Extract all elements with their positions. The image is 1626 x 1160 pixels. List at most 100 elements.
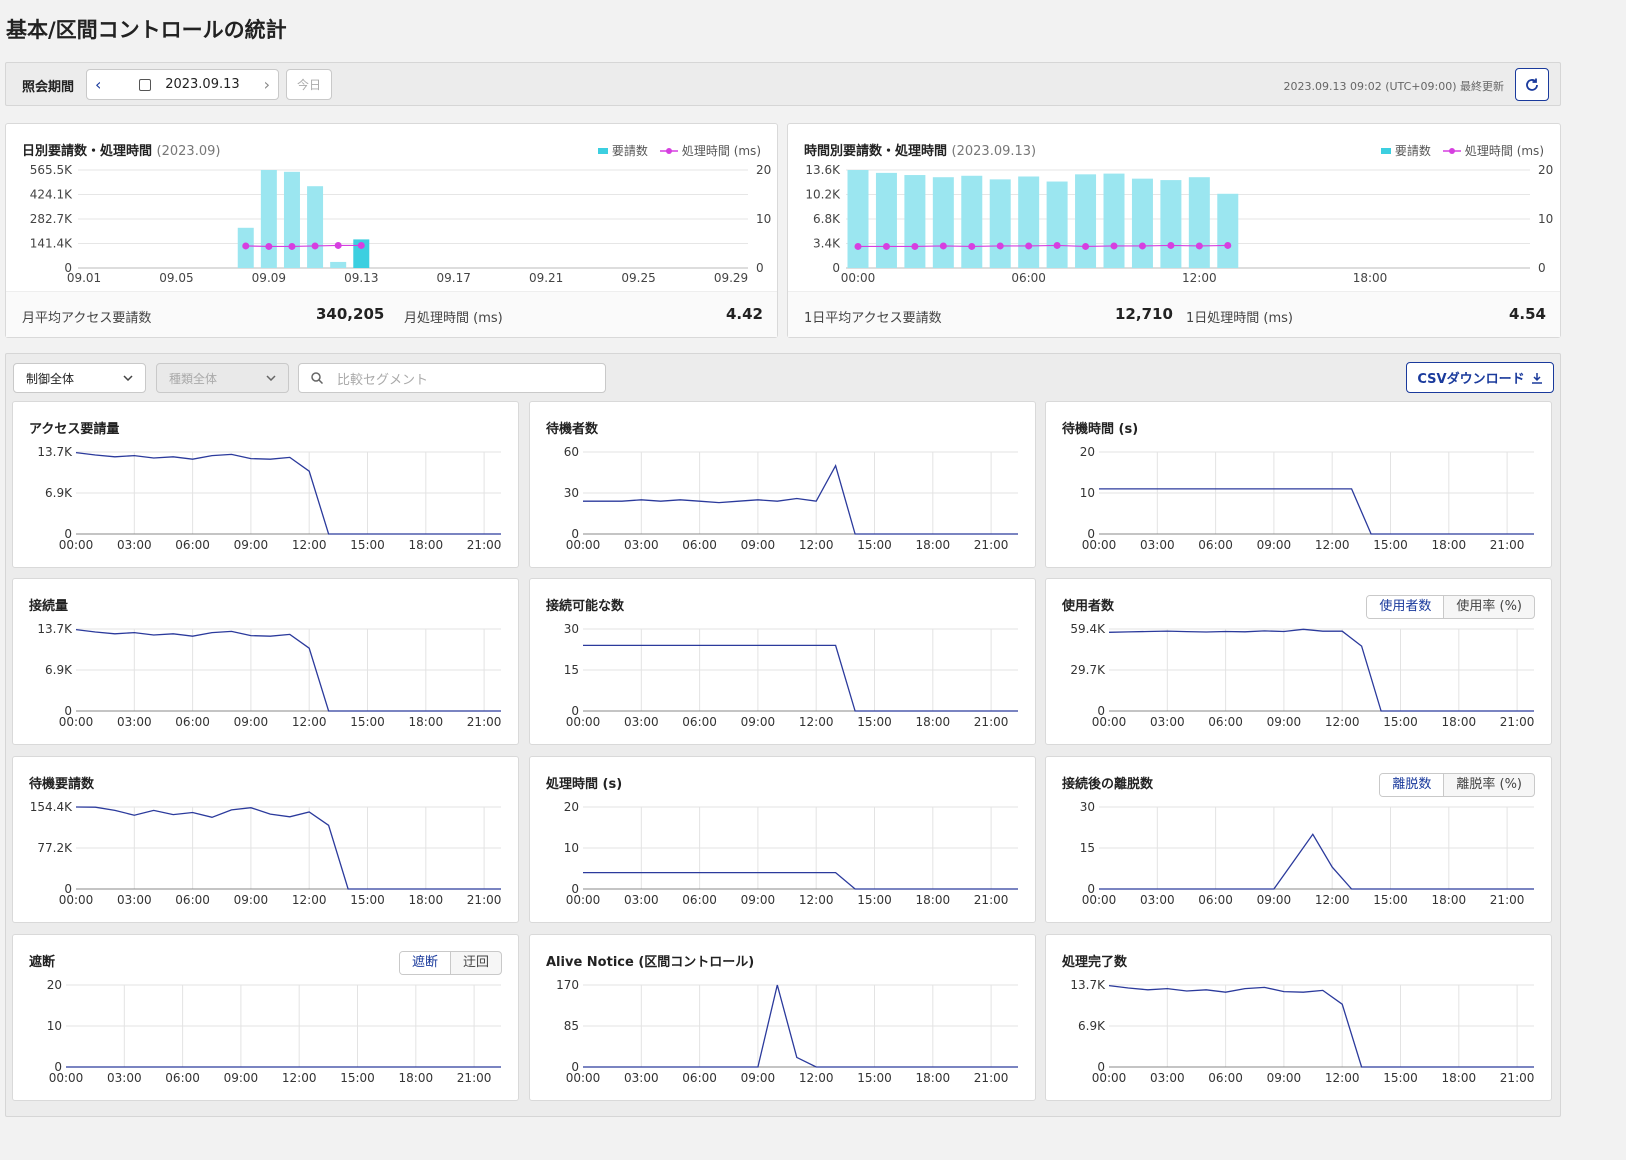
x-tick-label: 09:00 bbox=[741, 715, 776, 729]
control-select[interactable]: 制御全体 bbox=[13, 363, 146, 393]
metric-title: 接続量 bbox=[29, 599, 69, 614]
x-tick-label: 00:00 bbox=[1082, 538, 1117, 552]
x-tick-label: 18:00 bbox=[409, 538, 444, 552]
y-tick-label: 6.8K bbox=[813, 212, 841, 226]
toggle-option[interactable]: 使用率 (%) bbox=[1443, 596, 1534, 618]
x-tick-label: 06:00 bbox=[1208, 1071, 1243, 1085]
metric-toggle[interactable]: 使用者数 使用率 (%) bbox=[1366, 595, 1535, 619]
x-tick-label: 03:00 bbox=[1140, 538, 1175, 552]
x-tick-label: 00:00 bbox=[59, 893, 94, 907]
x-tick-label: 12:00 bbox=[1315, 538, 1350, 552]
refresh-button[interactable] bbox=[1515, 68, 1549, 101]
x-tick-label: 00:00 bbox=[59, 715, 94, 729]
toggle-option[interactable]: 迂回 bbox=[449, 952, 501, 974]
chevron-down-icon bbox=[266, 375, 276, 381]
metric-title: Alive Notice (区間コントロール) bbox=[546, 955, 755, 970]
toggle-option[interactable]: 遮断 bbox=[399, 952, 450, 974]
x-tick-label: 03:00 bbox=[1140, 893, 1175, 907]
hourly-legend: 要請数 処理時間 (ms) bbox=[1380, 142, 1544, 159]
bar bbox=[283, 171, 300, 268]
x-tick-label: 00:00 bbox=[841, 271, 876, 285]
daily-time-label: 1日処理時間 (ms) bbox=[1186, 311, 1293, 326]
x-tick-label: 21:00 bbox=[457, 1071, 492, 1085]
time-point bbox=[242, 242, 250, 250]
date-picker[interactable]: ‹ 2023.09.13 › bbox=[86, 69, 279, 100]
daily-summary-card: 日別要請数・処理時間 (2023.09) 要請数 処理時間 (ms) 565.5… bbox=[5, 123, 778, 338]
bar bbox=[1217, 193, 1239, 268]
y-tick-label: 282.7K bbox=[30, 212, 73, 226]
x-tick-label: 00:00 bbox=[59, 538, 94, 552]
y-tick-label: 0 bbox=[1087, 882, 1095, 896]
metric-card: 待機者数 60 30 0 00:00 03:00 06:00 09:00 12:00 15:00 1… bbox=[529, 401, 1036, 568]
y-tick-label: 30 bbox=[564, 622, 579, 636]
time-point bbox=[854, 242, 862, 250]
toggle-option[interactable]: 使用者数 bbox=[1367, 596, 1444, 618]
x-tick-label: 03:00 bbox=[117, 715, 152, 729]
today-button[interactable]: 今日 bbox=[286, 69, 332, 100]
x-tick-label: 09.29 bbox=[714, 271, 748, 285]
period-label: 照会期間 bbox=[22, 80, 75, 95]
metric-chart: 154.4K 77.2K 000:00 03:00 06:00 09:00 12:00 15:… bbox=[30, 800, 502, 907]
series-line bbox=[1108, 628, 1534, 712]
refresh-icon bbox=[1526, 78, 1538, 91]
series-line bbox=[583, 871, 1018, 890]
metric-chart: 13.7K 6.9K 000:00 03:00 06:00 09:00 12:00 15:00… bbox=[37, 622, 501, 729]
time-line bbox=[858, 244, 1228, 248]
metric-chart: 20 10 000:00 03:00 06:00 09:00 12:00 15:00 18:00… bbox=[47, 978, 501, 1085]
x-tick-label: 09:00 bbox=[234, 538, 269, 552]
y-tick-label: 13.7K bbox=[1070, 978, 1106, 992]
y-tick-label: 59.4K bbox=[1070, 622, 1106, 636]
toggle-option[interactable]: 離脱率 (%) bbox=[1443, 774, 1534, 796]
x-tick-label: 03:00 bbox=[117, 538, 152, 552]
toggle-option[interactable]: 離脱数 bbox=[1380, 774, 1444, 796]
y-tick-label: 15 bbox=[564, 663, 579, 677]
y-tick-label: 6.9K bbox=[45, 486, 73, 500]
bar bbox=[1075, 174, 1097, 268]
metric-title: 処理時間 (s) bbox=[546, 777, 623, 792]
metric-chart: 59.4K 29.7K 000:00 03:00 06:00 09:00 12:00 15:0… bbox=[1070, 622, 1534, 729]
x-tick-label: 00:00 bbox=[566, 538, 601, 552]
type-select[interactable]: 種類全体 bbox=[156, 363, 289, 393]
monthly-time-label: 月処理時間 (ms) bbox=[404, 311, 503, 326]
x-tick-label: 15:00 bbox=[857, 715, 892, 729]
metric-chart: 30 15 000:00 03:00 06:00 09:00 12:00 15:00 18:00… bbox=[564, 622, 1018, 729]
x-tick-label: 00:00 bbox=[1092, 715, 1127, 729]
daily-summary-title: 日別要請数・処理時間 (2023.09) bbox=[22, 144, 221, 159]
time-point bbox=[968, 242, 976, 250]
x-tick-label: 15:00 bbox=[340, 1071, 375, 1085]
next-day-button[interactable]: › bbox=[263, 75, 270, 94]
x-tick-label: 00:00 bbox=[1082, 893, 1117, 907]
daily-time-value: 4.54 bbox=[1508, 305, 1546, 323]
x-tick-label: 18:00 bbox=[1442, 715, 1477, 729]
y-tick-label: 20 bbox=[1080, 445, 1095, 459]
y-tick-label: 0 bbox=[64, 704, 72, 718]
bar bbox=[307, 186, 324, 268]
x-tick-label: 09.21 bbox=[529, 271, 563, 285]
x-tick-label: 12:00 bbox=[292, 893, 327, 907]
y2-tick-label: 10 bbox=[1538, 212, 1553, 226]
metric-toggle[interactable]: 遮断 迂回 bbox=[398, 951, 502, 975]
csv-download-button[interactable]: CSVダウンロード bbox=[1406, 362, 1554, 393]
metric-title: 遮断 bbox=[29, 955, 56, 970]
x-tick-label: 06:00 bbox=[682, 538, 717, 552]
daily-stats: 月平均アクセス要請数 340,205 月処理時間 (ms) 4.42 bbox=[6, 291, 777, 337]
x-tick-label: 09.25 bbox=[621, 271, 655, 285]
x-tick-label: 06:00 bbox=[682, 1071, 717, 1085]
y-tick-label: 565.5K bbox=[30, 163, 73, 177]
prev-day-button[interactable]: ‹ bbox=[95, 75, 102, 94]
bar bbox=[1160, 180, 1182, 268]
metric-toggle[interactable]: 離脱数 離脱率 (%) bbox=[1379, 773, 1535, 797]
series-line bbox=[75, 628, 501, 712]
compare-segment-input[interactable]: 比較セグメント bbox=[298, 363, 606, 393]
series-line bbox=[583, 644, 1018, 712]
daily-legend: 要請数 処理時間 (ms) bbox=[597, 142, 761, 159]
x-tick-label: 09:00 bbox=[224, 1071, 259, 1085]
bar bbox=[1188, 177, 1210, 268]
y-tick-label: 0 bbox=[1087, 527, 1095, 541]
y-tick-label: 170 bbox=[556, 978, 579, 992]
calendar-icon bbox=[139, 78, 152, 91]
x-tick-label: 06:00 bbox=[1198, 538, 1233, 552]
x-tick-label: 15:00 bbox=[857, 893, 892, 907]
x-tick-label: 03:00 bbox=[624, 1071, 659, 1085]
y2-tick-label: 10 bbox=[756, 212, 771, 226]
